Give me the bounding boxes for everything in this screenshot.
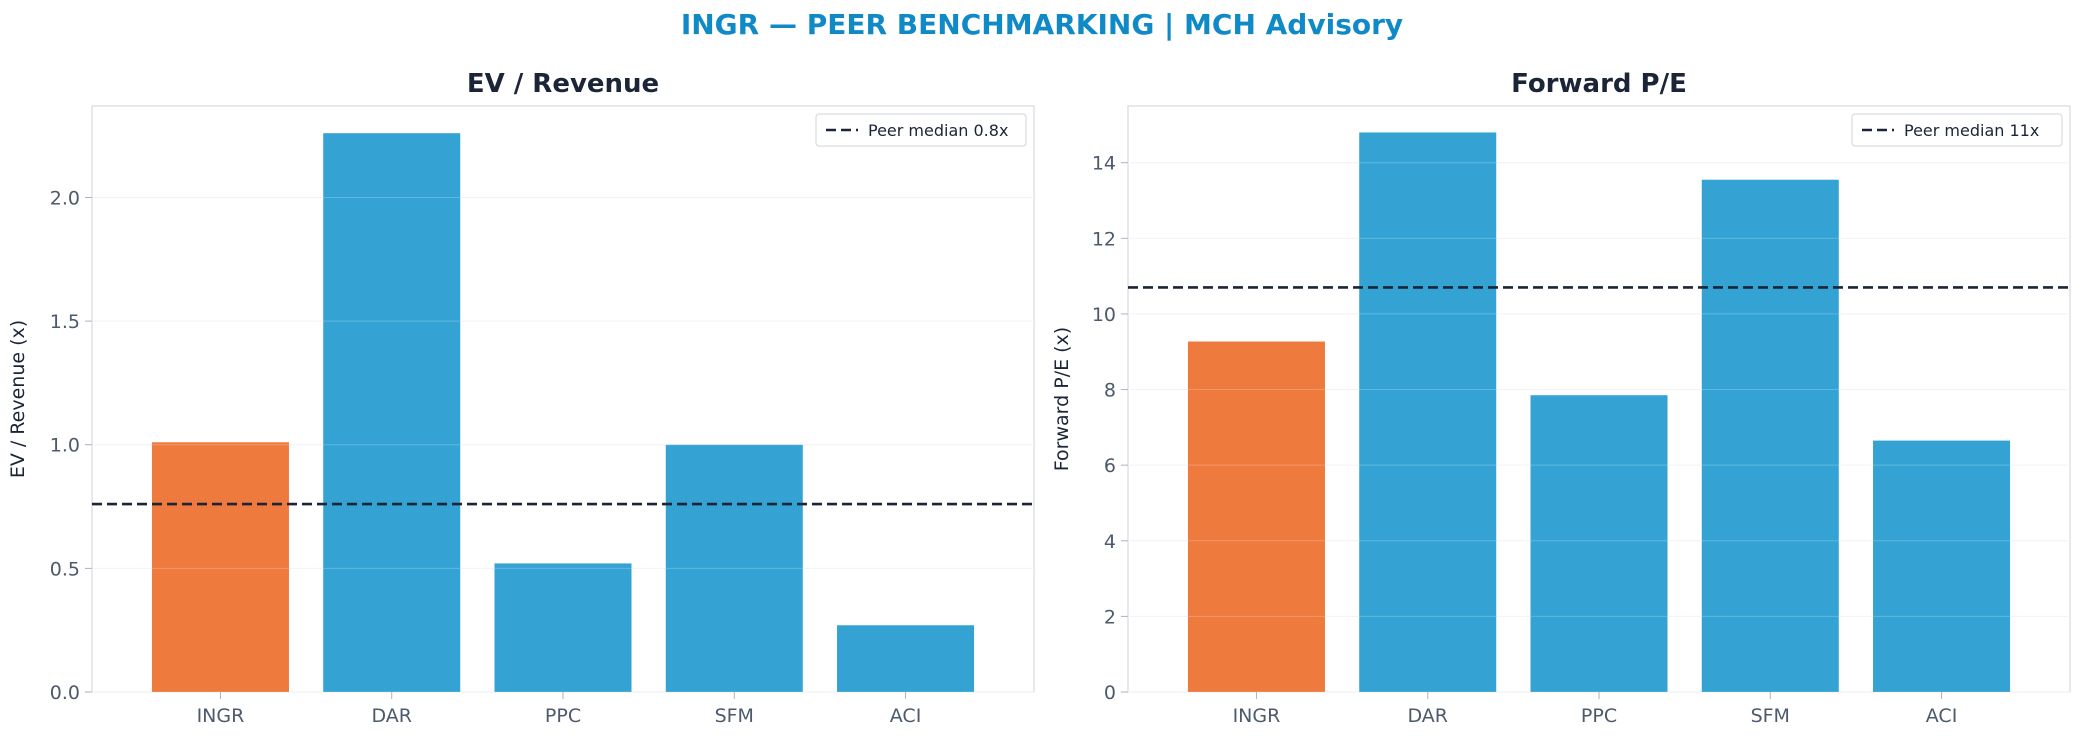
bar-dar <box>323 133 461 693</box>
y-tick-label: 0 <box>1104 682 1116 704</box>
legend: Peer median 0.8x <box>815 113 1027 147</box>
bar-dar <box>1359 132 1497 692</box>
bar-aci <box>837 625 975 692</box>
y-tick-label: 0.5 <box>50 558 80 580</box>
y-tick-label: 4 <box>1104 531 1116 553</box>
legend-label: Peer median 11x <box>1904 121 2039 140</box>
bar-ingr <box>1187 341 1325 692</box>
legend: Peer median 11x <box>1851 113 2063 147</box>
legend-label: Peer median 0.8x <box>868 121 1008 140</box>
x-tick-label: ACI <box>1926 705 1958 727</box>
x-tick-label: SFM <box>715 705 754 727</box>
bar-ingr <box>151 442 289 692</box>
chart-title: EV / Revenue <box>467 69 659 99</box>
y-tick-label: 1.0 <box>50 435 80 457</box>
forward-pe-chart: Forward P/E 0 2 4 6 8 10 12 14 INGR DAR PPC SFM ACI Fo… <box>1051 69 2071 727</box>
x-tick-label: INGR <box>1233 705 1281 727</box>
y-tick-label: 2.0 <box>50 187 80 209</box>
x-tick-label: DAR <box>371 705 412 727</box>
bar-sfm <box>665 444 803 692</box>
bar-sfm <box>1701 179 1839 692</box>
legend-box <box>815 113 1027 147</box>
bar-ppc <box>1530 395 1668 692</box>
x-tick-label: SFM <box>1751 705 1790 727</box>
y-tick-label: 10 <box>1092 304 1116 326</box>
x-tick-label: PPC <box>1581 705 1617 727</box>
y-axis-label: Forward P/E (x) <box>1051 327 1073 471</box>
x-tick-label: ACI <box>890 705 922 727</box>
legend-box <box>1851 113 2063 147</box>
ev-revenue-chart: EV / Revenue 0.0 0.5 1.0 1.5 2.0 INGR DAR PPC SFM… <box>7 69 1035 727</box>
bar-aci <box>1873 440 2011 692</box>
y-tick-label: 12 <box>1092 228 1116 250</box>
x-tick-label: PPC <box>545 705 581 727</box>
y-tick-label: 1.5 <box>50 311 80 333</box>
y-tick-label: 0.0 <box>50 682 80 704</box>
x-tick-label: INGR <box>197 705 245 727</box>
y-axis-label: EV / Revenue (x) <box>7 320 29 478</box>
y-tick-label: 6 <box>1104 455 1116 477</box>
x-tick-label: DAR <box>1407 705 1448 727</box>
bar-ppc <box>494 563 632 692</box>
chart-title: Forward P/E <box>1511 69 1687 99</box>
y-tick-label: 14 <box>1092 153 1116 175</box>
figure-title: INGR — PEER BENCHMARKING | MCH Advisory <box>680 8 1404 41</box>
y-tick-label: 8 <box>1104 380 1116 402</box>
y-tick-label: 2 <box>1104 606 1116 628</box>
